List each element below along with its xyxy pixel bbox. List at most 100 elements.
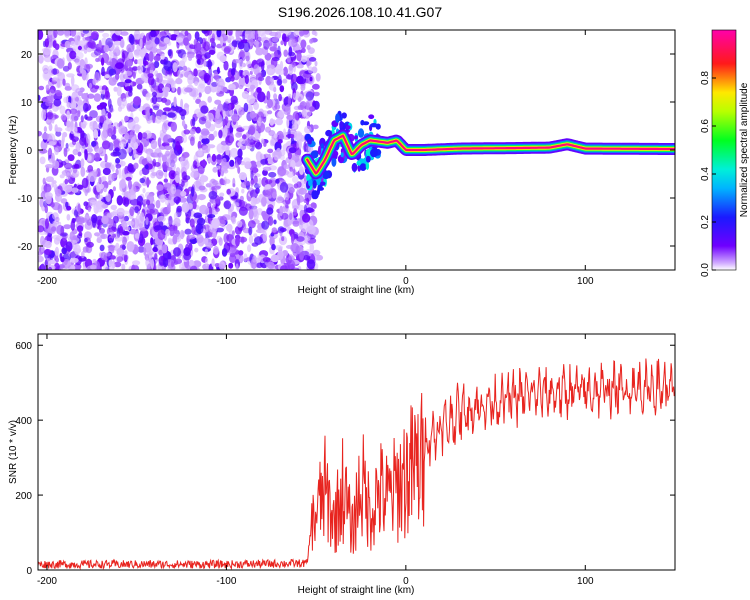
noise-blob xyxy=(193,212,203,219)
y-tick-label: 20 xyxy=(21,50,33,61)
noise-blob xyxy=(221,144,230,151)
noise-blob xyxy=(38,30,44,40)
noise-blob xyxy=(137,131,143,141)
noise-blob xyxy=(218,261,226,270)
noise-blob xyxy=(230,248,237,253)
noise-blob xyxy=(158,221,164,228)
noise-blob xyxy=(145,199,151,206)
noise-blob xyxy=(212,231,217,239)
noise-blob xyxy=(216,51,225,60)
noise-blob xyxy=(43,46,52,56)
noise-blob xyxy=(97,47,102,53)
noise-blob xyxy=(82,246,89,253)
noise-blob xyxy=(279,85,285,93)
noise-blob xyxy=(307,224,316,235)
noise-blob xyxy=(163,60,173,72)
noise-blob xyxy=(236,30,243,36)
noise-blob xyxy=(262,212,270,221)
snr-series-line xyxy=(38,358,675,570)
noise-blob xyxy=(40,247,45,253)
noise-blob xyxy=(121,253,129,261)
noise-blob xyxy=(158,41,168,51)
noise-blob xyxy=(296,52,302,62)
noise-blob xyxy=(70,75,75,87)
noise-blob xyxy=(173,96,177,108)
noise-blob xyxy=(248,134,253,140)
noise-blob xyxy=(124,70,133,77)
noise-blob xyxy=(231,230,235,237)
noise-blob xyxy=(124,115,129,122)
noise-blob xyxy=(162,154,167,163)
noise-blob xyxy=(190,136,195,146)
noise-blob xyxy=(255,141,263,150)
noise-blob xyxy=(87,207,92,212)
noise-blob xyxy=(185,45,190,51)
noise-blob xyxy=(282,78,288,84)
noise-blob xyxy=(152,112,156,124)
noise-blob xyxy=(110,204,118,211)
noise-blob xyxy=(55,189,62,197)
noise-blob xyxy=(81,251,85,259)
noise-blob xyxy=(81,69,87,81)
colorbar-gradient xyxy=(711,29,737,271)
colorbar-tick-label: 0.2 xyxy=(700,215,711,229)
noise-blob xyxy=(118,168,122,179)
snr-panel: -200 -100 0 100 0 200 400 600 Height of straigh… xyxy=(8,333,676,596)
noise-blob xyxy=(218,129,223,139)
noise-blob xyxy=(267,153,271,159)
noise-blob xyxy=(97,105,100,111)
noise-blob xyxy=(89,42,96,50)
noise-blob xyxy=(162,79,168,84)
noise-blob xyxy=(57,30,65,36)
noise-blob xyxy=(97,219,102,231)
noise-blob xyxy=(161,53,165,60)
noise-blob xyxy=(101,215,109,225)
noise-blob xyxy=(201,145,209,154)
noise-blob xyxy=(125,59,133,67)
noise-blob xyxy=(112,233,120,239)
noise-blob xyxy=(232,202,241,207)
noise-blob xyxy=(43,126,48,133)
noise-blob xyxy=(101,130,108,142)
noise-blob xyxy=(197,147,203,157)
noise-blob xyxy=(166,166,173,171)
noise-blob xyxy=(67,154,75,162)
noise-blob xyxy=(269,77,275,83)
noise-blob xyxy=(236,220,243,228)
noise-blob xyxy=(243,41,251,53)
noise-blob xyxy=(269,138,276,147)
noise-blob xyxy=(235,236,240,247)
noise-blob xyxy=(179,229,185,240)
noise-blob xyxy=(242,134,247,140)
noise-blob xyxy=(77,151,82,157)
noise-blob xyxy=(104,162,111,169)
noise-blob xyxy=(63,162,73,170)
noise-blob xyxy=(219,216,228,225)
noise-blob xyxy=(69,126,78,135)
noise-blob xyxy=(220,36,224,46)
noise-blob xyxy=(201,137,210,145)
noise-blob xyxy=(180,190,187,197)
noise-blob xyxy=(124,79,132,84)
noise-blob xyxy=(84,114,88,120)
noise-blob xyxy=(197,165,205,175)
noise-blob xyxy=(84,57,88,67)
noise-blob xyxy=(219,192,225,197)
noise-blob xyxy=(222,157,227,165)
noise-blob xyxy=(292,205,299,210)
noise-blob xyxy=(168,169,177,180)
noise-blob xyxy=(115,157,121,164)
snr-frame xyxy=(37,333,676,571)
noise-blob xyxy=(266,90,271,101)
noise-blob xyxy=(127,163,134,173)
noise-blob xyxy=(177,69,182,80)
noise-blob xyxy=(102,32,110,38)
noise-blob xyxy=(182,65,188,72)
noise-blob xyxy=(127,119,136,131)
noise-blob xyxy=(155,169,164,180)
noise-blob xyxy=(204,85,212,95)
noise-blob xyxy=(287,128,291,140)
noise-blob xyxy=(51,77,60,82)
noise-blob xyxy=(264,184,272,190)
